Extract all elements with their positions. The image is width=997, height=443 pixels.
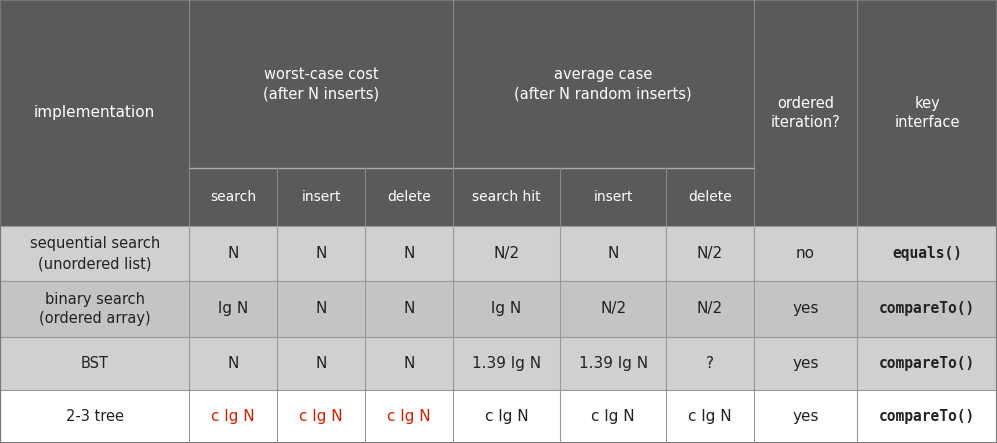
Text: N: N	[315, 356, 327, 371]
Text: c lg N: c lg N	[591, 409, 635, 424]
Text: N: N	[403, 302, 415, 316]
Text: delete: delete	[387, 190, 431, 204]
Text: implementation: implementation	[34, 105, 156, 120]
Text: N: N	[227, 246, 239, 261]
Text: 1.39 lg N: 1.39 lg N	[578, 356, 648, 371]
Text: BST: BST	[81, 356, 109, 371]
Text: N: N	[227, 356, 239, 371]
Text: average case
(after N random inserts): average case (after N random inserts)	[514, 67, 692, 101]
Text: yes: yes	[793, 302, 819, 316]
Text: N: N	[403, 356, 415, 371]
Bar	[0, 0, 997, 226]
Text: c lg N: c lg N	[299, 409, 343, 424]
Bar	[0, 390, 997, 443]
Text: yes: yes	[793, 409, 819, 424]
Text: sequential search
(unordered list): sequential search (unordered list)	[30, 236, 160, 271]
Text: search: search	[210, 190, 256, 204]
Text: N/2: N/2	[600, 302, 626, 316]
Text: binary search
(ordered array): binary search (ordered array)	[39, 291, 151, 326]
Text: c lg N: c lg N	[211, 409, 255, 424]
Text: compareTo(): compareTo()	[879, 409, 975, 424]
Text: compareTo(): compareTo()	[879, 356, 975, 371]
Text: c lg N: c lg N	[387, 409, 431, 424]
Text: N/2: N/2	[697, 246, 723, 261]
Text: N: N	[403, 246, 415, 261]
Text: worst-case cost
(after N inserts): worst-case cost (after N inserts)	[263, 67, 379, 101]
Text: key
interface: key interface	[894, 96, 960, 130]
Text: equals(): equals()	[892, 246, 962, 261]
Text: 1.39 lg N: 1.39 lg N	[472, 356, 541, 371]
Text: N/2: N/2	[494, 246, 519, 261]
Text: ordered
iteration?: ordered iteration?	[771, 96, 840, 130]
Text: c lg N: c lg N	[688, 409, 732, 424]
Text: no: no	[796, 246, 816, 261]
Text: lg N: lg N	[492, 302, 521, 316]
Bar	[0, 281, 997, 337]
Text: lg N: lg N	[218, 302, 248, 316]
Text: ?: ?	[706, 356, 714, 371]
Bar	[0, 226, 997, 281]
Text: c lg N: c lg N	[485, 409, 528, 424]
Text: search hit: search hit	[473, 190, 540, 204]
Bar	[0, 337, 997, 390]
Text: insert: insert	[301, 190, 341, 204]
Text: 2-3 tree: 2-3 tree	[66, 409, 124, 424]
Text: insert: insert	[593, 190, 633, 204]
Text: N/2: N/2	[697, 302, 723, 316]
Text: N: N	[315, 302, 327, 316]
Text: compareTo(): compareTo()	[879, 302, 975, 316]
Text: N: N	[315, 246, 327, 261]
Text: N: N	[607, 246, 619, 261]
Text: delete: delete	[688, 190, 732, 204]
Text: yes: yes	[793, 356, 819, 371]
